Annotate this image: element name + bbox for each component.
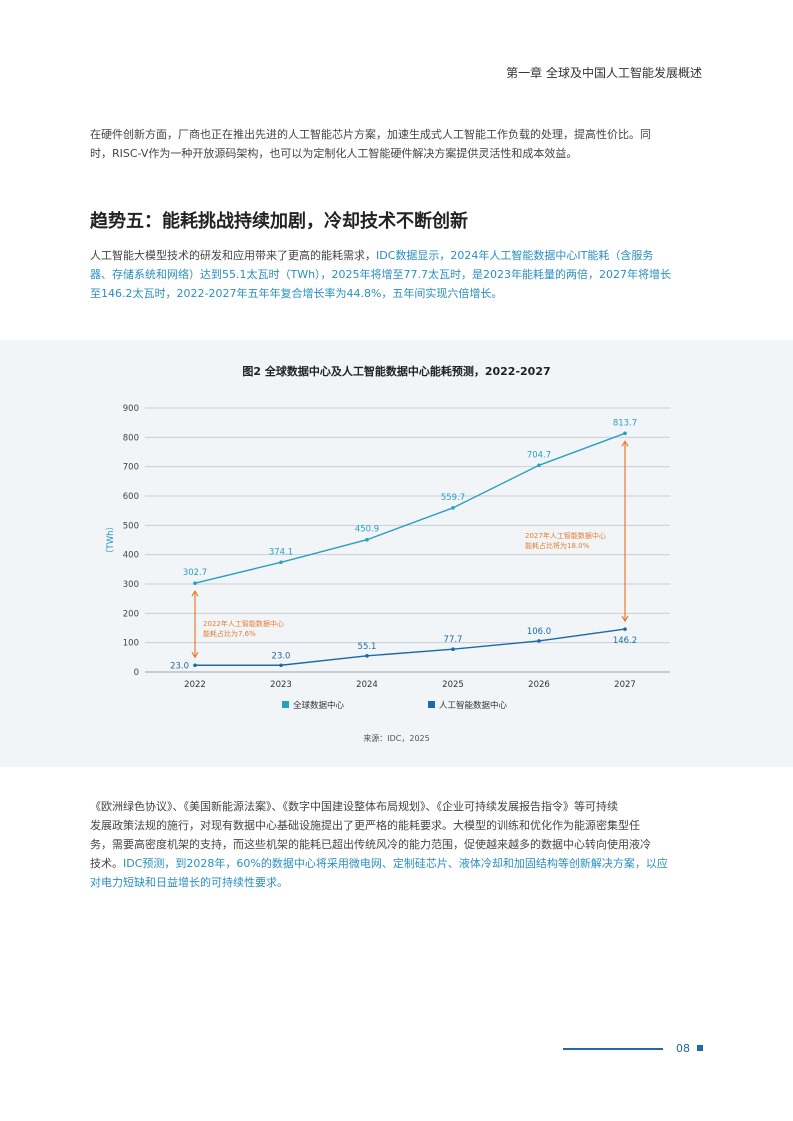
y-tick-label: 0 <box>134 668 139 678</box>
data-label: 450.9 <box>355 525 379 535</box>
y-tick-label: 100 <box>123 639 139 649</box>
annotation-arrowhead-down <box>191 651 199 659</box>
data-label: 813.7 <box>613 418 637 428</box>
section-text-blue-a: IDC数据显示，2024年人工智能数据中心IT能耗（含服务 <box>376 249 654 262</box>
series-line-1 <box>194 432 626 584</box>
data-point <box>365 537 369 542</box>
intro-line-1: 在硬件创新方面，厂商也正在推出先进的人工智能芯片方案，加速生成式人工智能工作负载… <box>90 128 651 141</box>
series-line-2 <box>195 628 626 666</box>
data-point <box>279 560 283 565</box>
section-title: 趋势五：能耗挑战持续加剧，冷却技术不断创新 <box>90 211 468 232</box>
y-axis-label: （TWh） <box>105 522 116 558</box>
data-point <box>623 431 627 436</box>
data-point <box>193 581 197 586</box>
section-paragraph: 人工智能大模型技术的研发和应用带来了更高的能耗需求，IDC数据显示，2024年人… <box>90 246 703 303</box>
annotation-arrowhead-up <box>621 440 629 447</box>
chart-panel: 图2 全球数据中心及人工智能数据中心能耗预测，2022-2027 0 100 200 3… <box>0 340 793 767</box>
data-point <box>537 639 541 643</box>
closing-text-black: 技术。 <box>90 857 123 870</box>
data-label: 704.7 <box>527 450 551 460</box>
y-tick-label: 500 <box>123 521 139 531</box>
closing-paragraph: 《欧洲绿色协议》、《美国新能源法案》、《数字中国建设整体布局规划》、《企业可持续… <box>90 797 703 892</box>
x-tick-label: 2022 <box>184 680 206 690</box>
section-text-blue-b: 器、存储系统和网络）达到55.1太瓦时（TWh），2025年将增至77.7太瓦时… <box>90 268 672 281</box>
data-label: 77.7 <box>444 635 463 645</box>
data-label: 302.7 <box>183 568 207 578</box>
annotation-arrowhead-down <box>621 615 629 623</box>
closing-line-2: 发展政策法规的施行，对现有数据中心基础设施提出了更严格的能耗要求。大模型的训练和… <box>90 819 640 832</box>
data-point <box>451 506 455 510</box>
closing-line-3: 务，需要高密度机架的支持，而这些机架的能耗已超出传统风冷的能力范围，促使越来越多… <box>90 838 651 851</box>
annotation-text: 2022年人工智能数据中心 <box>203 619 284 628</box>
chart-title: 图2 全球数据中心及人工智能数据中心能耗预测，2022-2027 <box>242 364 550 378</box>
y-tick-label: 900 <box>123 404 139 414</box>
chart-source: 来源：IDC，2025 <box>363 734 429 743</box>
y-tick-label: 300 <box>123 580 139 590</box>
annotation-text: 2027年人工智能数据中心 <box>525 531 606 540</box>
x-tick-label: 2027 <box>614 680 636 690</box>
data-point <box>279 663 283 668</box>
data-label: 106.0 <box>527 627 551 637</box>
closing-text-blue: IDC预测，到2028年，60%的数据中心将采用微电网、定制硅芯片、液体冷却和加… <box>123 857 668 870</box>
intro-paragraph: 在硬件创新方面，厂商也正在推出先进的人工智能芯片方案，加速生成式人工智能工作负载… <box>90 125 703 163</box>
data-label: 23.0 <box>272 651 291 661</box>
data-label: 146.2 <box>613 636 637 646</box>
page-number: 08 <box>676 1042 690 1055</box>
x-tick-label: 2025 <box>442 680 464 690</box>
y-tick-label: 600 <box>123 492 139 502</box>
legend-swatch-global <box>282 701 289 708</box>
legend-label: 全球数据中心 <box>293 700 345 711</box>
intro-line-2: 时，RISC-V作为一种开放源码架构，也可以为定制化人工智能硬件解决方案提供灵活… <box>90 147 578 160</box>
data-point <box>623 627 627 631</box>
section-text-blue-c: 至146.2太瓦时，2022-2027年五年年复合增长率为44.8%，五年间实现… <box>90 287 503 300</box>
data-point <box>193 663 197 668</box>
data-label: 55.1 <box>358 642 377 652</box>
legend-label: 人工智能数据中心 <box>439 700 508 711</box>
y-tick-label: 800 <box>123 433 139 443</box>
footer-rule <box>563 1048 663 1050</box>
annotation-arrowhead-up <box>191 590 199 597</box>
page-marker-square <box>697 1045 703 1051</box>
y-tick-label: 400 <box>123 551 139 561</box>
x-tick-label: 2026 <box>528 680 550 690</box>
data-label: 559.7 <box>441 493 465 503</box>
x-tick-label: 2023 <box>270 680 292 690</box>
y-tick-label: 700 <box>123 463 139 473</box>
chapter-header: 第一章 全球及中国人工智能发展概述 <box>506 66 702 80</box>
legend-swatch-ai <box>428 701 435 708</box>
annotation-text: 能耗占比为7.6% <box>203 629 256 638</box>
data-point <box>537 463 541 468</box>
data-label: 23.0 <box>170 661 189 671</box>
data-point <box>451 647 455 652</box>
energy-chart: 图2 全球数据中心及人工智能数据中心能耗预测，2022-2027 0 100 200 3… <box>105 364 670 743</box>
data-label: 374.1 <box>269 547 293 557</box>
data-point <box>365 654 369 658</box>
section-text-black: 人工智能大模型技术的研发和应用带来了更高的能耗需求， <box>90 249 376 262</box>
x-tick-label: 2024 <box>356 680 378 690</box>
y-tick-label: 200 <box>123 609 139 619</box>
annotation-text: 能耗占比将为18.0% <box>525 541 590 550</box>
closing-line-1: 《欧洲绿色协议》、《美国新能源法案》、《数字中国建设整体布局规划》、《企业可持续… <box>90 800 618 813</box>
closing-line-5: 对电力短缺和日益增长的可持续性要求。 <box>90 876 288 889</box>
